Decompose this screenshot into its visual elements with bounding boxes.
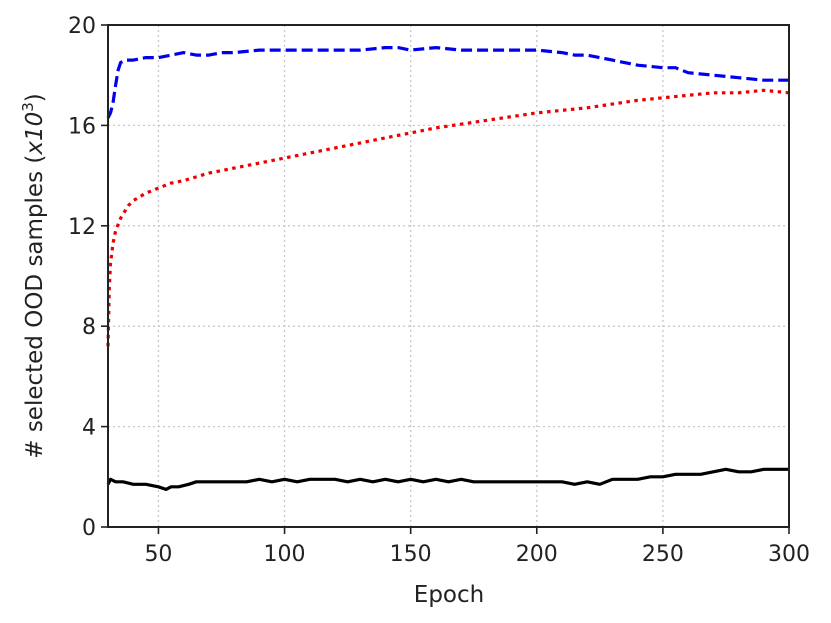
y-axis-label-close: ) [22, 93, 48, 102]
y-tick-label: 4 [82, 416, 96, 441]
y-axis-label-unit: x10 [22, 112, 48, 156]
y-tick-label: 12 [68, 215, 96, 240]
x-tick-label: 100 [264, 542, 306, 567]
plot-frame [107, 24, 790, 528]
grid [108, 25, 790, 527]
y-tick-label: 20 [68, 14, 96, 39]
y-axis-label-exponent: 3 [19, 102, 37, 112]
ticks-group: 50 100 150 200 250 300 0 4 8 12 16 20 [68, 14, 810, 567]
y-tick-label: 0 [82, 516, 96, 541]
x-tick-label: 50 [144, 542, 172, 567]
y-axis-label: # selected OOD samples (x103) [19, 93, 48, 459]
series-line-solid [106, 467, 789, 491]
y-tick-label: 8 [82, 315, 96, 340]
x-tick-label: 200 [516, 542, 558, 567]
x-axis-label: Epoch [414, 582, 484, 608]
x-tick-label: 300 [768, 542, 810, 567]
x-tick-label: 150 [390, 542, 432, 567]
x-tick-label: 250 [642, 542, 684, 567]
series-group [106, 45, 790, 491]
series-line-dotted [106, 88, 790, 347]
y-axis-label-main: # selected OOD samples ( [22, 155, 48, 459]
y-tick-label: 16 [68, 114, 96, 139]
series-line-dashed [106, 45, 789, 119]
